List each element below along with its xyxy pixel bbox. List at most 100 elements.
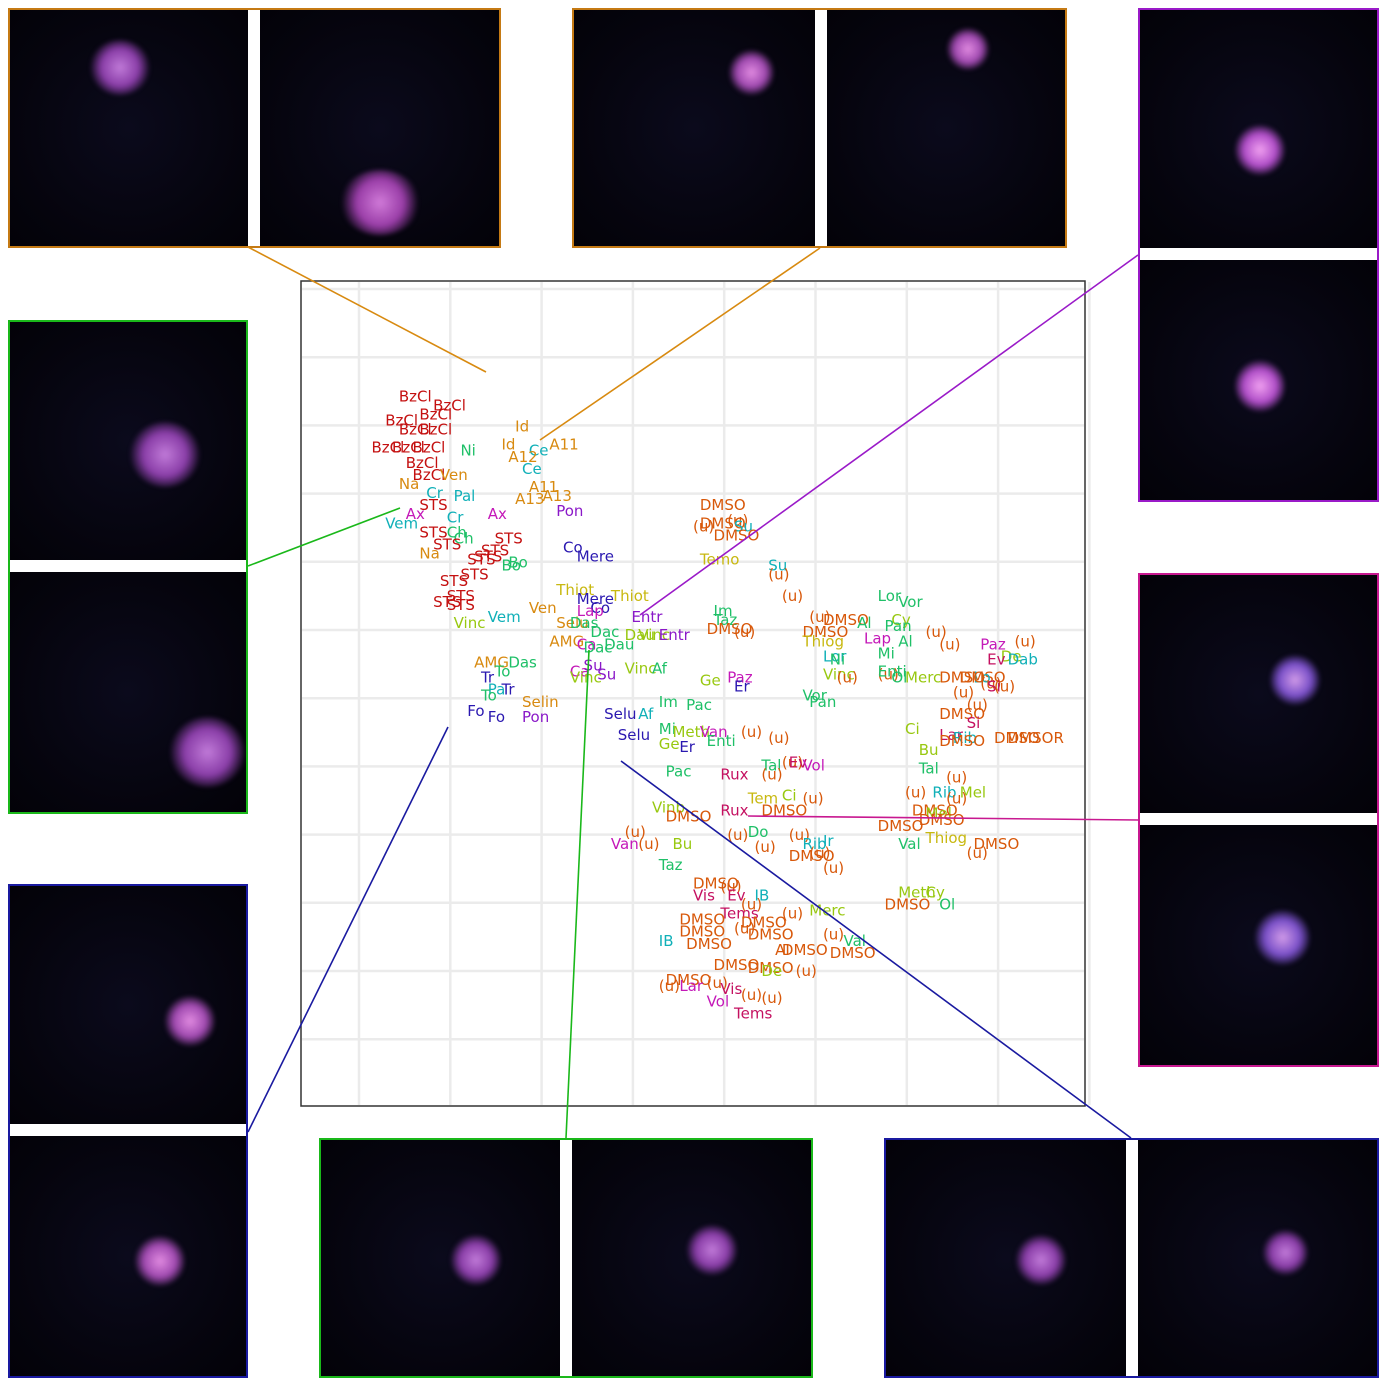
- point-label: Cr: [426, 484, 443, 502]
- point-label: STS: [447, 587, 475, 605]
- point-label: Ol: [891, 669, 907, 687]
- point-label: To: [480, 687, 497, 705]
- point-label: STS: [419, 496, 447, 514]
- point-label: DMSO: [960, 669, 1006, 687]
- point-label: DMSO: [919, 811, 965, 829]
- microscopy-image: [10, 1136, 246, 1376]
- image-panel-left-middle: [8, 320, 248, 814]
- point-label: Id: [515, 418, 529, 436]
- point-label: BzCl: [385, 411, 418, 429]
- point-label: DMSO: [830, 944, 876, 962]
- point-label: Ax: [406, 505, 425, 523]
- point-label: Bo: [508, 554, 527, 572]
- point-label: (u): [782, 587, 803, 605]
- point-label: Mi: [878, 644, 895, 662]
- point-label: To: [494, 663, 511, 681]
- microscopy-image: [572, 1140, 811, 1376]
- point-label: Ni: [830, 650, 845, 668]
- point-label: Meth: [672, 723, 710, 741]
- point-label: Al: [898, 632, 912, 650]
- point-label: BzCl: [372, 439, 405, 457]
- point-label: BzCl: [433, 396, 466, 414]
- point-label: (u): [994, 678, 1015, 696]
- point-label: Vol: [707, 992, 729, 1010]
- point-label: Selu: [618, 726, 650, 744]
- point-label: BzCl: [413, 439, 446, 457]
- point-label: BzCl: [413, 466, 446, 484]
- point-label: (u): [967, 844, 988, 862]
- point-label: STS: [467, 551, 495, 569]
- point-label: Val: [898, 835, 920, 853]
- point-label: DMSO: [782, 941, 828, 959]
- microscopy-image: [1138, 1140, 1377, 1376]
- point-label: De: [1001, 647, 1022, 665]
- point-label: BzCl: [392, 439, 425, 457]
- point-label: (u): [741, 986, 762, 1004]
- point-label: Rux: [720, 802, 748, 820]
- point-label: BzCl: [406, 454, 439, 472]
- point-label: Lo: [973, 669, 990, 687]
- point-label: Si: [987, 678, 1001, 696]
- point-label: Lar: [939, 726, 964, 744]
- point-label: (u): [796, 962, 817, 980]
- point-label: Ge: [659, 735, 680, 753]
- point-label: Taz: [658, 856, 683, 874]
- image-panel-top-center: [572, 8, 1067, 248]
- image-panel-left-bottom: [8, 884, 248, 1378]
- point-label: BzCl: [419, 421, 452, 439]
- point-label: Vem: [488, 608, 521, 626]
- point-label: Pan: [885, 617, 912, 635]
- point-label: Dau: [604, 635, 634, 653]
- point-label: (u): [905, 784, 926, 802]
- microscopy-image: [1140, 10, 1377, 248]
- point-label: Das: [570, 614, 599, 632]
- point-label: Mel: [960, 784, 986, 802]
- point-label: Dau: [625, 626, 655, 644]
- point-label: Bu: [672, 835, 692, 853]
- point-label: Thiog: [801, 632, 844, 650]
- point-label: Mere: [577, 590, 614, 608]
- point-label: BzCl: [399, 387, 432, 405]
- point-label: (u): [741, 723, 762, 741]
- point-label: AMG: [474, 653, 509, 671]
- point-label: DMSO: [939, 732, 985, 750]
- image-panel-top-left: [8, 8, 501, 248]
- point-label: (u): [734, 623, 755, 641]
- point-label: Af: [638, 705, 654, 723]
- point-label: Co: [590, 599, 610, 617]
- point-label: Enti: [707, 732, 736, 750]
- point-label: (u): [967, 696, 988, 714]
- point-label: Vinc: [625, 660, 657, 678]
- point-label: Das: [508, 653, 537, 671]
- point-label: (u): [755, 838, 776, 856]
- point-label: STS: [433, 535, 461, 553]
- point-label: Vor: [802, 687, 827, 705]
- point-label: STS: [433, 593, 461, 611]
- point-label: Fo: [488, 708, 505, 726]
- point-label: Vor: [898, 593, 923, 611]
- point-label: (u): [980, 675, 1001, 693]
- point-label: Pon: [556, 502, 583, 520]
- point-label: STS: [481, 542, 509, 560]
- point-label: Bo: [501, 557, 520, 575]
- point-label: Paz: [980, 635, 1006, 653]
- point-label: (u): [638, 835, 659, 853]
- point-label: Ven: [440, 466, 468, 484]
- point-label: Vol: [802, 756, 824, 774]
- point-label: A11: [529, 478, 558, 496]
- point-label: STS: [419, 523, 447, 541]
- point-label: Merc: [809, 902, 845, 920]
- point-label: (u): [878, 666, 899, 684]
- point-label: DMSO: [714, 526, 760, 544]
- point-label: Selu: [604, 705, 636, 723]
- point-label: Thiot: [555, 581, 594, 599]
- point-label: Thiot: [610, 587, 649, 605]
- point-label: BzCl: [399, 421, 432, 439]
- microscopy-image: [827, 10, 1065, 246]
- point-label: Pac: [666, 762, 692, 780]
- point-label: Ge: [700, 672, 721, 690]
- point-label: A11: [549, 436, 578, 454]
- point-label: DMSO: [707, 620, 753, 638]
- point-label: Tems: [733, 1004, 772, 1022]
